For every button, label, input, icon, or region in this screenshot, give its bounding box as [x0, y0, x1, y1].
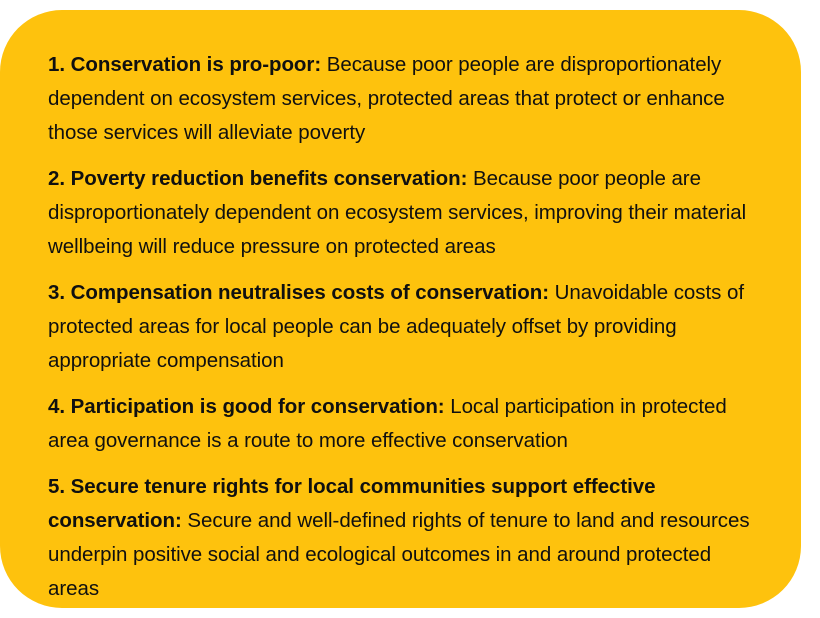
statement-2: 2. Poverty reduction benefits conservati…: [48, 162, 765, 264]
statement-3: 3. Compensation neutralises costs of con…: [48, 276, 765, 378]
callout-box: 1. Conservation is pro-poor: Because poo…: [0, 10, 801, 608]
statement-5-body: Secure and well-defined rights of tenure…: [48, 509, 750, 600]
statement-4: 4. Participation is good for conservatio…: [48, 390, 765, 458]
statement-3-lead: 3. Compensation neutralises costs of con…: [48, 281, 550, 304]
statement-1: 1. Conservation is pro-poor: Because poo…: [48, 48, 765, 150]
statement-1-lead: 1. Conservation is pro-poor:: [48, 53, 322, 76]
statement-4-body: Local participation in protected area go…: [48, 395, 727, 452]
statement-1-body: Because poor people are disproportionate…: [48, 53, 725, 144]
statement-2-lead: 2. Poverty reduction benefits conservati…: [48, 167, 468, 190]
statement-5-lead: 5. Secure tenure rights for local commun…: [48, 475, 656, 532]
statement-4-lead: 4. Participation is good for conservatio…: [48, 395, 445, 418]
statement-5: 5. Secure tenure rights for local commun…: [48, 470, 765, 606]
statement-2-body: Because poor people are disproportionate…: [48, 167, 747, 258]
statement-3-body: Unavoidable costs of protected areas for…: [48, 281, 744, 372]
